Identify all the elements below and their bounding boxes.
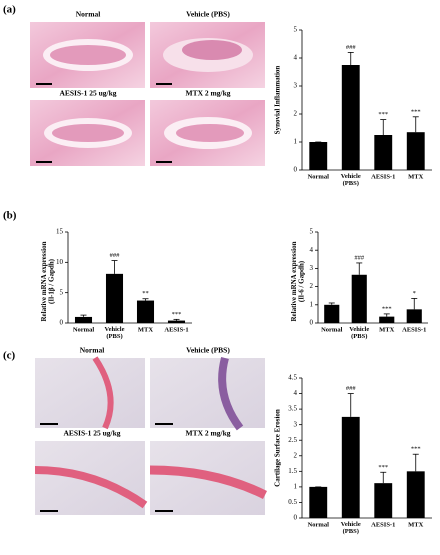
cartilage <box>92 356 114 430</box>
x-tick-label: AESIS-1 <box>164 326 188 333</box>
y-tick-label: 0.5 <box>288 498 297 506</box>
x-tick-label: MTX <box>379 326 394 333</box>
y-tick-label: 1.5 <box>288 467 297 475</box>
image-label: Normal <box>80 346 105 355</box>
bar <box>341 416 360 518</box>
y-tick-label: 3 <box>294 82 298 90</box>
bar <box>374 483 393 518</box>
significance-label: *** <box>378 111 388 118</box>
y-tick-label: 1 <box>294 482 298 490</box>
image-label: AESIS-1 25 ug/kg <box>59 89 116 98</box>
bar <box>74 316 93 323</box>
bar <box>379 316 395 323</box>
cartilage <box>149 465 268 500</box>
y-tick-label: 3 <box>294 420 298 428</box>
significance-label: ### <box>354 254 365 261</box>
x-tick-label: Normal <box>308 173 329 180</box>
y-tick-label: 0 <box>60 319 64 327</box>
significance-label: *** <box>378 464 388 471</box>
y-tick-label: 4.5 <box>288 374 297 382</box>
bar <box>374 135 393 170</box>
bar <box>309 142 328 170</box>
bar <box>105 273 124 323</box>
panel-label: (b) <box>3 210 17 222</box>
y-tick-label: 2 <box>294 451 298 459</box>
significance-label: *** <box>382 305 392 312</box>
y-tick-label: 3.5 <box>288 405 297 413</box>
y-tick-label: 4 <box>294 389 298 397</box>
bone <box>50 45 126 65</box>
y-axis-label: Relative mRNA expression(Il-1β / Gapdh) <box>40 241 56 321</box>
image-label: Vehicle (PBS) <box>186 10 230 19</box>
significance-label: *** <box>172 311 182 318</box>
significance-label: ** <box>142 290 149 297</box>
y-tick-label: 4 <box>310 246 314 254</box>
y-tick-label: 1 <box>294 138 298 146</box>
x-tick-label: Vehicle (PBS) <box>349 326 369 340</box>
y-tick-label: 2 <box>310 282 314 290</box>
y-tick-label: 5 <box>60 288 64 296</box>
bar <box>351 274 367 323</box>
panel-label: (c) <box>3 350 16 362</box>
bar <box>309 486 328 518</box>
bar <box>406 132 425 170</box>
y-tick-label: 10 <box>56 258 64 266</box>
panel-label: (a) <box>3 4 16 16</box>
bone <box>176 124 244 142</box>
y-axis-label: Synovial Inflammation <box>274 66 282 135</box>
x-tick-label: Vehicle (PBS) <box>341 521 361 535</box>
x-tick-label: MTX <box>408 521 423 528</box>
significance-label: ### <box>110 252 121 259</box>
y-tick-label: 4 <box>294 54 298 62</box>
histology-image <box>150 358 265 428</box>
y-tick-label: 0 <box>294 166 298 174</box>
significance-label: * <box>413 290 416 297</box>
x-tick-label: Normal <box>321 326 342 333</box>
significance-label: *** <box>411 108 421 115</box>
y-axis-label: Cartilage Surface Erosion <box>274 409 282 487</box>
bar <box>406 309 422 323</box>
histology-images-a <box>30 22 265 166</box>
x-tick-label: Vehicle (PBS) <box>341 173 361 187</box>
y-tick-label: 1 <box>310 300 314 308</box>
significance-label: *** <box>411 446 421 453</box>
bone <box>182 40 242 60</box>
y-tick-label: 2 <box>294 110 298 118</box>
y-tick-label: 5 <box>310 228 314 236</box>
cartilage <box>34 466 148 509</box>
significance-label: ### <box>346 385 357 392</box>
y-tick-label: 5 <box>294 26 298 34</box>
y-tick-label: 3 <box>310 264 314 272</box>
x-tick-label: AESIS-1 <box>402 326 426 333</box>
bar <box>167 320 186 323</box>
image-label: MTX 2 mg/kg <box>186 429 231 438</box>
image-label: Vehicle (PBS) <box>186 346 230 355</box>
bone <box>52 124 124 142</box>
x-tick-label: Normal <box>73 326 94 333</box>
x-tick-label: AESIS-1 <box>371 173 395 180</box>
image-label: Normal <box>76 10 101 19</box>
y-tick-label: 0 <box>310 319 314 327</box>
y-tick-label: 0 <box>294 514 298 522</box>
bar <box>324 304 340 323</box>
image-label: MTX 2 mg/kg <box>186 89 231 98</box>
y-axis-label: Relative mRNA expression(Il-6 / Gapdh) <box>290 241 306 321</box>
significance-label: ### <box>346 44 357 51</box>
cartilage <box>218 356 244 431</box>
histology-image <box>35 358 145 428</box>
image-label: AESIS-1 25 ug/kg <box>63 429 120 438</box>
x-tick-label: Normal <box>308 521 329 528</box>
x-tick-label: AESIS-1 <box>371 521 395 528</box>
y-tick-label: 2.5 <box>288 436 297 444</box>
x-tick-label: Vehicle (PBS) <box>105 326 125 340</box>
histology-images-c <box>34 356 268 515</box>
bar <box>341 65 360 170</box>
x-tick-label: MTX <box>408 173 423 180</box>
bar <box>136 300 155 323</box>
bar <box>406 471 425 518</box>
x-tick-label: MTX <box>138 326 153 333</box>
y-tick-label: 15 <box>56 228 64 236</box>
